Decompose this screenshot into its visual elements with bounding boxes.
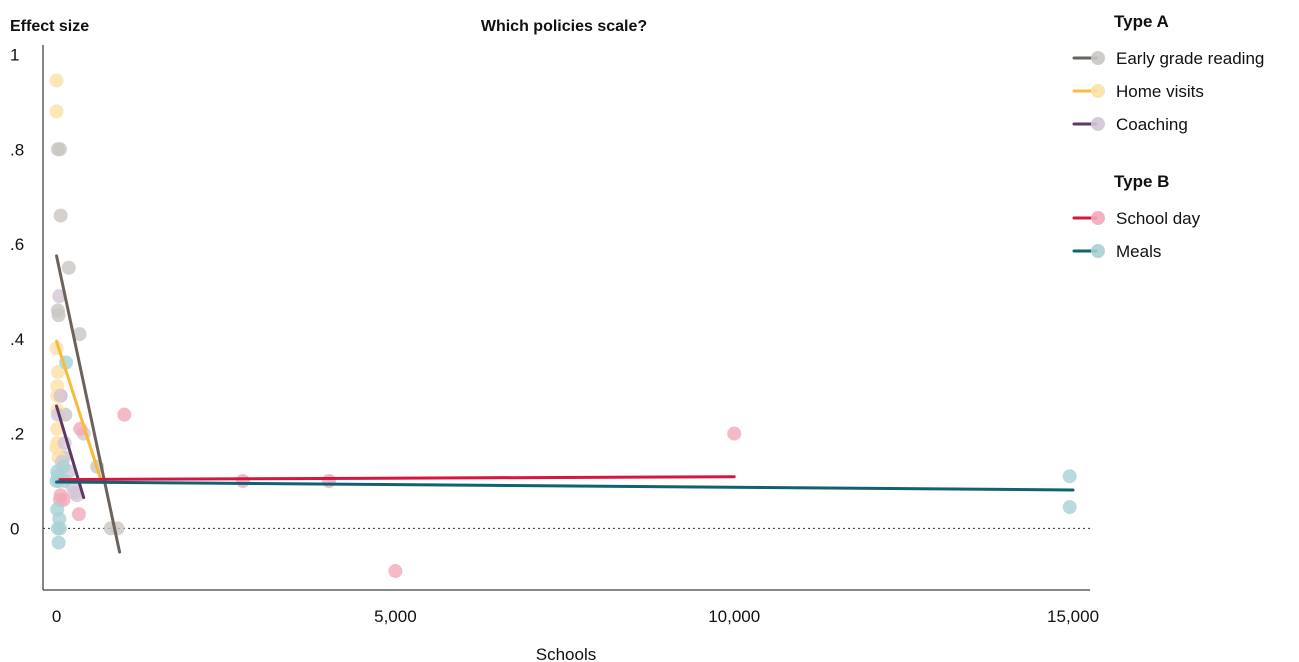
y-tick-label: 1 [10,45,19,64]
point-coaching [52,289,67,304]
legend-item-coaching: Coaching [1072,115,1188,134]
x-tick-label: 5,000 [374,607,417,626]
point-school-day [53,488,68,503]
point-meals [51,535,66,550]
legend-label: School day [1116,209,1201,228]
legend-item-early-grade-reading: Early grade reading [1072,49,1264,68]
axes: 0 .2 .4 .6 .8 1 0 5,000 10,000 15,000 [10,45,1099,626]
point-meals [1062,500,1077,515]
y-tick-label: .8 [10,140,24,159]
legend-label: Coaching [1116,115,1188,134]
point-early-grade-reading [61,260,76,275]
legend-label: Meals [1116,242,1161,261]
fit-lines-layer [55,254,1075,554]
chart-title: Which policies scale? [481,18,647,35]
legend-dot-swatch [1091,51,1105,65]
y-tick-label: .6 [10,235,24,254]
point-meals [52,521,67,536]
point-early-grade-reading [51,308,66,323]
point-school-day [727,426,742,441]
points-layer [49,73,1077,579]
point-school-day [71,507,86,522]
fit-line-school-day [58,475,736,482]
legend-dot-swatch [1091,117,1105,131]
y-tick-label: .4 [10,330,24,349]
fit-line-home-visits [55,339,103,483]
legend-item-school-day: School day [1072,209,1201,228]
point-early-grade-reading [52,142,67,157]
fit-line-meals [55,480,1075,492]
point-home-visits [49,73,64,88]
point-coaching [53,388,68,403]
legend-dot-swatch [1091,244,1105,258]
point-home-visits [50,365,65,379]
point-home-visits [49,104,64,119]
y-tick-label: .2 [10,425,24,444]
point-early-grade-reading [72,327,87,342]
legend-group-title: Type A [1114,12,1169,31]
legend-item-meals: Meals [1072,242,1161,261]
legend-label: Early grade reading [1116,49,1264,68]
x-axis-title: Schools [536,645,596,662]
x-tick-label: 15,000 [1047,607,1099,626]
point-school-day [117,407,132,422]
legend-dot-swatch [1091,84,1105,98]
point-meals [56,459,71,474]
point-early-grade-reading [53,208,68,223]
x-tick-label: 10,000 [708,607,760,626]
point-school-day [235,474,250,488]
fit-line-early-grade-reading [55,254,122,554]
y-tick-label: 0 [10,519,19,538]
legend-group-title: Type B [1114,172,1169,191]
legend-label: Home visits [1116,82,1204,101]
point-school-day [388,564,403,579]
point-meals [1062,469,1077,484]
legend-dot-swatch [1091,211,1105,225]
legend: Type A Early grade reading Home visits Coac… [1072,12,1264,261]
x-tick-label: 0 [52,607,61,626]
point-school-day [321,474,336,488]
legend-item-home-visits: Home visits [1072,82,1204,101]
y-axis-title: Effect size [10,18,89,35]
